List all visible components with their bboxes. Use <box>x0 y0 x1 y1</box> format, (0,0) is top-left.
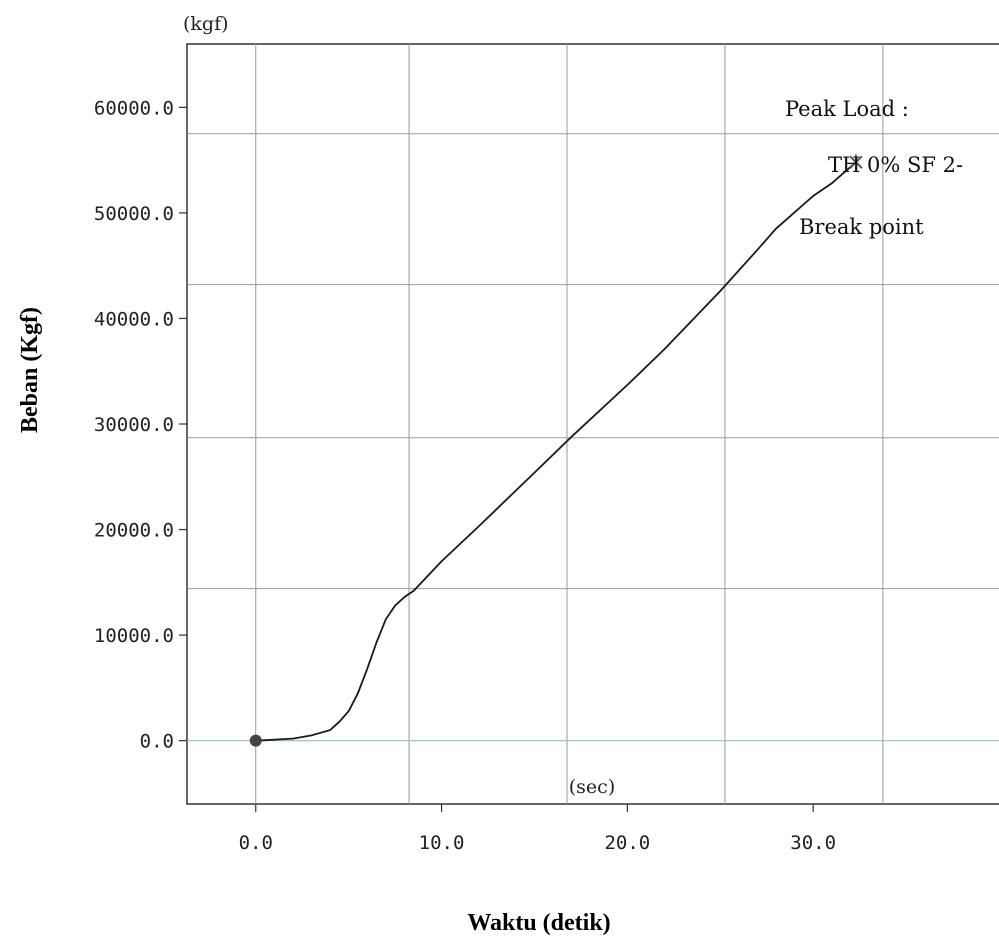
y-tick-label: 60000.0 <box>94 97 174 119</box>
x-tick-label: 20.0 <box>604 832 650 854</box>
annotation-sample-id: TH 0% SF 2- <box>828 153 963 177</box>
y-tick-label: 30000.0 <box>94 414 174 436</box>
y-tick-label: 20000.0 <box>94 520 174 542</box>
annotation-break-point: Break point <box>799 215 924 239</box>
start-point-marker <box>249 734 262 747</box>
y-axis-title: Beban (Kgf) <box>17 307 43 433</box>
x-unit-label: (sec) <box>569 776 615 798</box>
tick-marks <box>179 106 814 812</box>
y-tick-label: 50000.0 <box>94 203 174 225</box>
x-tick-label: 0.0 <box>239 832 273 854</box>
break-point-marker <box>849 154 863 171</box>
tick-labels: 0.0 10000.0 20000.0 30000.0 40000.0 50000.0 60… <box>94 97 836 854</box>
x-tick-label: 10.0 <box>419 832 465 854</box>
y-tick-label: 40000.0 <box>94 308 174 330</box>
x-axis-title: Waktu (detik) <box>467 910 610 936</box>
gridlines <box>187 44 999 804</box>
series-line <box>255 161 857 742</box>
annotation-peak-load: Peak Load : <box>785 97 909 121</box>
plot-frame <box>186 43 999 805</box>
x-tick-label: 30.0 <box>790 832 836 854</box>
y-tick-label: 10000.0 <box>94 625 174 647</box>
y-unit-label: (kgf) <box>183 13 229 35</box>
y-tick-label: 0.0 <box>140 731 174 753</box>
